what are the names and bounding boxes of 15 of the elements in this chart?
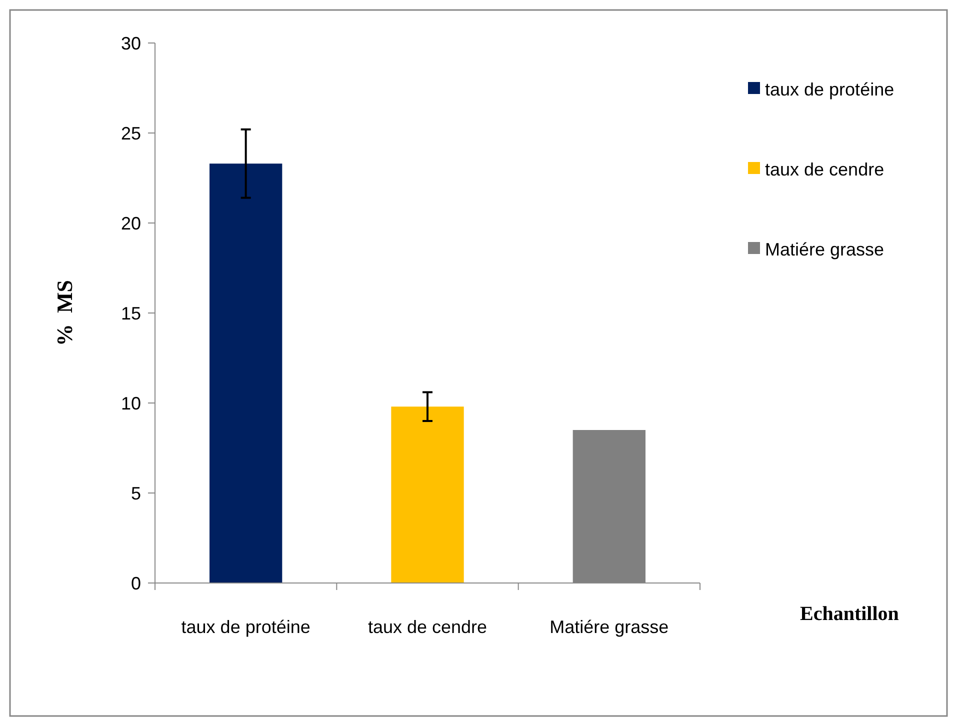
legend-label: Matiére grasse	[765, 239, 884, 260]
y-axis-title: % MS	[52, 280, 77, 346]
legend-label: taux de protéine	[765, 79, 894, 100]
legend-label: taux de cendre	[765, 159, 884, 180]
x-axis-title: Echantillon	[800, 603, 899, 625]
x-tick-label: taux de cendre	[368, 617, 488, 637]
y-tick-label: 25	[120, 123, 141, 144]
y-tick-label: 5	[130, 483, 141, 504]
x-tick-label: taux de protéine	[181, 617, 310, 637]
x-tick-label: Matiére grasse	[550, 617, 669, 637]
y-tick-label: 20	[120, 213, 141, 234]
y-tick-label: 30	[120, 33, 141, 54]
y-tick-label: 15	[120, 303, 141, 324]
y-tick-label: 0	[130, 573, 141, 594]
y-tick-label: 10	[120, 393, 141, 414]
